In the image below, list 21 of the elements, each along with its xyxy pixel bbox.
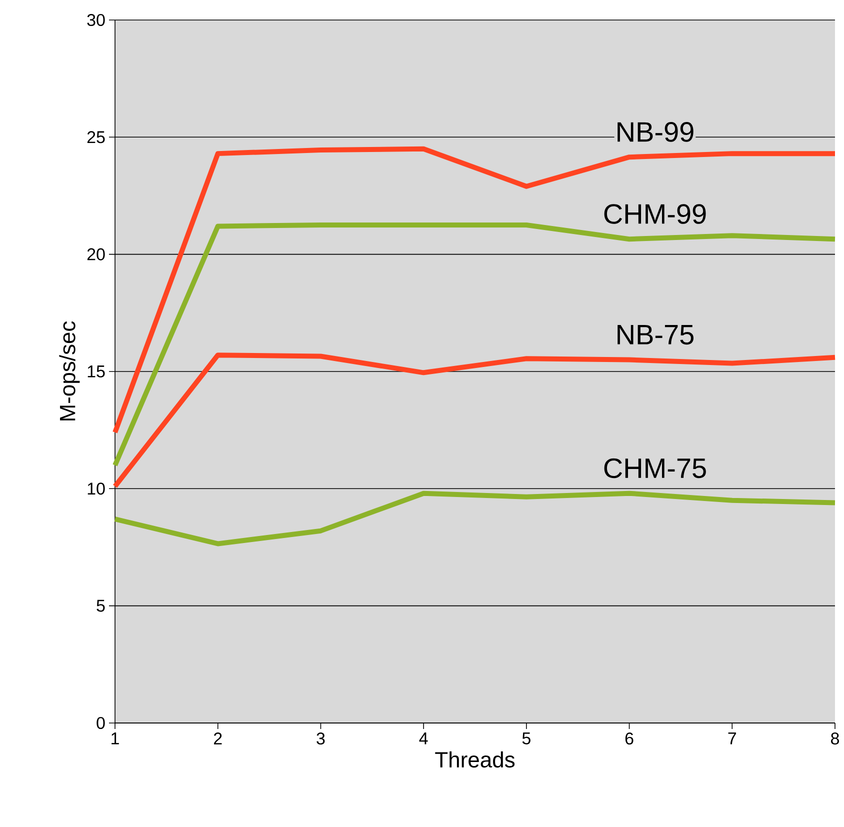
x-tick-label: 3 [316, 732, 325, 745]
x-tick-label: 4 [419, 732, 428, 744]
x-tick-label: 5 [522, 732, 530, 744]
y-tick-label: 25 [87, 131, 105, 144]
y-tick-label: 0 [96, 716, 105, 730]
series-label: CHM-99 [604, 204, 706, 224]
y-tick-label: 20 [87, 248, 105, 260]
y-tick-label: 10 [88, 482, 105, 495]
y-tick-label: 30 [87, 14, 105, 26]
series-label: NB-75 [618, 325, 694, 345]
y-tick-label: 15 [88, 366, 105, 378]
x-tick-label: 8 [831, 732, 839, 745]
y-axis-title: M-ops/sec [59, 321, 80, 420]
x-axis-title: Threads [435, 751, 515, 768]
series-label: NB-99 [618, 122, 694, 142]
x-tick-label: 1 [112, 732, 119, 744]
y-tick-label: 5 [96, 600, 105, 612]
x-tick-label: 7 [728, 732, 736, 744]
series-label: CHM-75 [604, 458, 706, 478]
x-tick-label: 2 [214, 732, 222, 744]
x-tick-label: 6 [625, 732, 634, 745]
